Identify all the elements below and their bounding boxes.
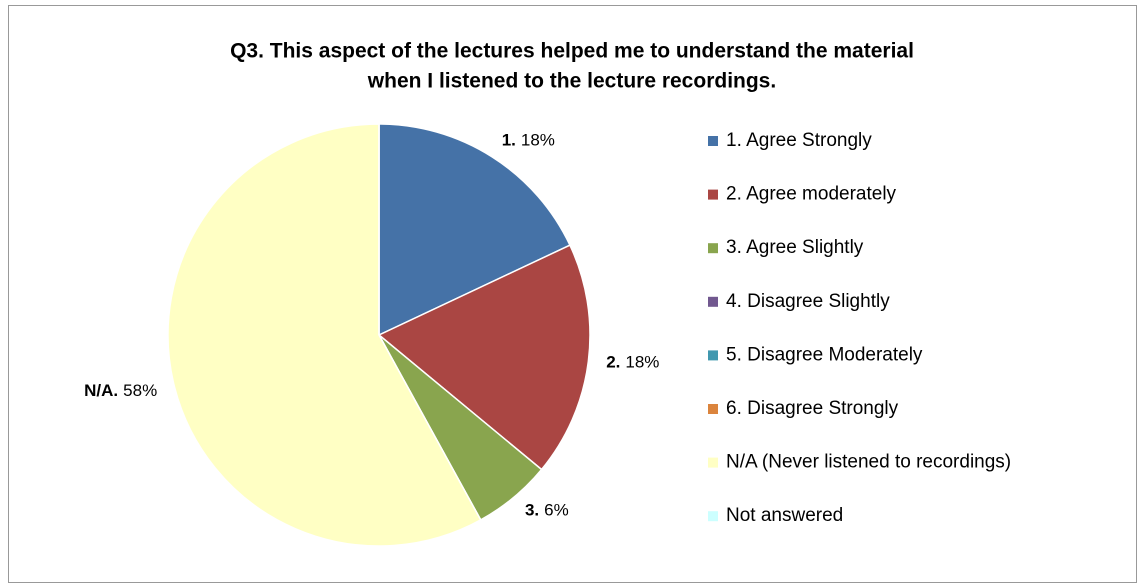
data-label: N/A. 58% [84, 381, 157, 400]
legend-label: Not answered [726, 505, 843, 526]
data-label-value: 18% [625, 353, 659, 372]
legend-label: 4. Disagree Slightly [726, 291, 890, 312]
legend-swatch [708, 189, 718, 200]
legend-label: N/A (Never listened to recordings) [726, 452, 1011, 473]
legend-swatch [708, 136, 718, 146]
pie-slice [167, 123, 482, 547]
data-label-name: 1. [502, 131, 516, 150]
legend-swatch [708, 511, 718, 522]
legend-swatch [708, 243, 718, 254]
legend-label: 6. Disagree Strongly [726, 398, 899, 419]
pie-slice [377, 244, 591, 471]
data-label-name: N/A. [84, 381, 118, 400]
legend-label: 1. Agree Strongly [726, 130, 872, 151]
data-label-value: 6% [544, 501, 569, 520]
legend-swatch [708, 404, 718, 414]
legend-label: 3. Agree Slightly [726, 237, 864, 258]
legend-label: 5. Disagree Moderately [726, 344, 923, 365]
data-label: 1. 18% [502, 131, 555, 150]
data-label-name: 2. [606, 353, 620, 372]
data-label-value: 58% [123, 381, 157, 400]
legend-swatch [708, 457, 718, 468]
legend-label: 2. Agree moderately [726, 184, 897, 205]
legend-swatch [708, 296, 718, 307]
data-label: 3. 6% [525, 501, 569, 520]
chart-title: when I listened to the lecture recording… [367, 70, 776, 93]
data-label-name: 3. [525, 501, 539, 520]
legend-swatch [708, 350, 718, 361]
pie-slice [378, 123, 571, 337]
data-label: 2. 18% [606, 353, 659, 372]
data-label-value: 18% [521, 131, 555, 150]
chart-title: Q3. This aspect of the lectures helped m… [230, 40, 914, 63]
